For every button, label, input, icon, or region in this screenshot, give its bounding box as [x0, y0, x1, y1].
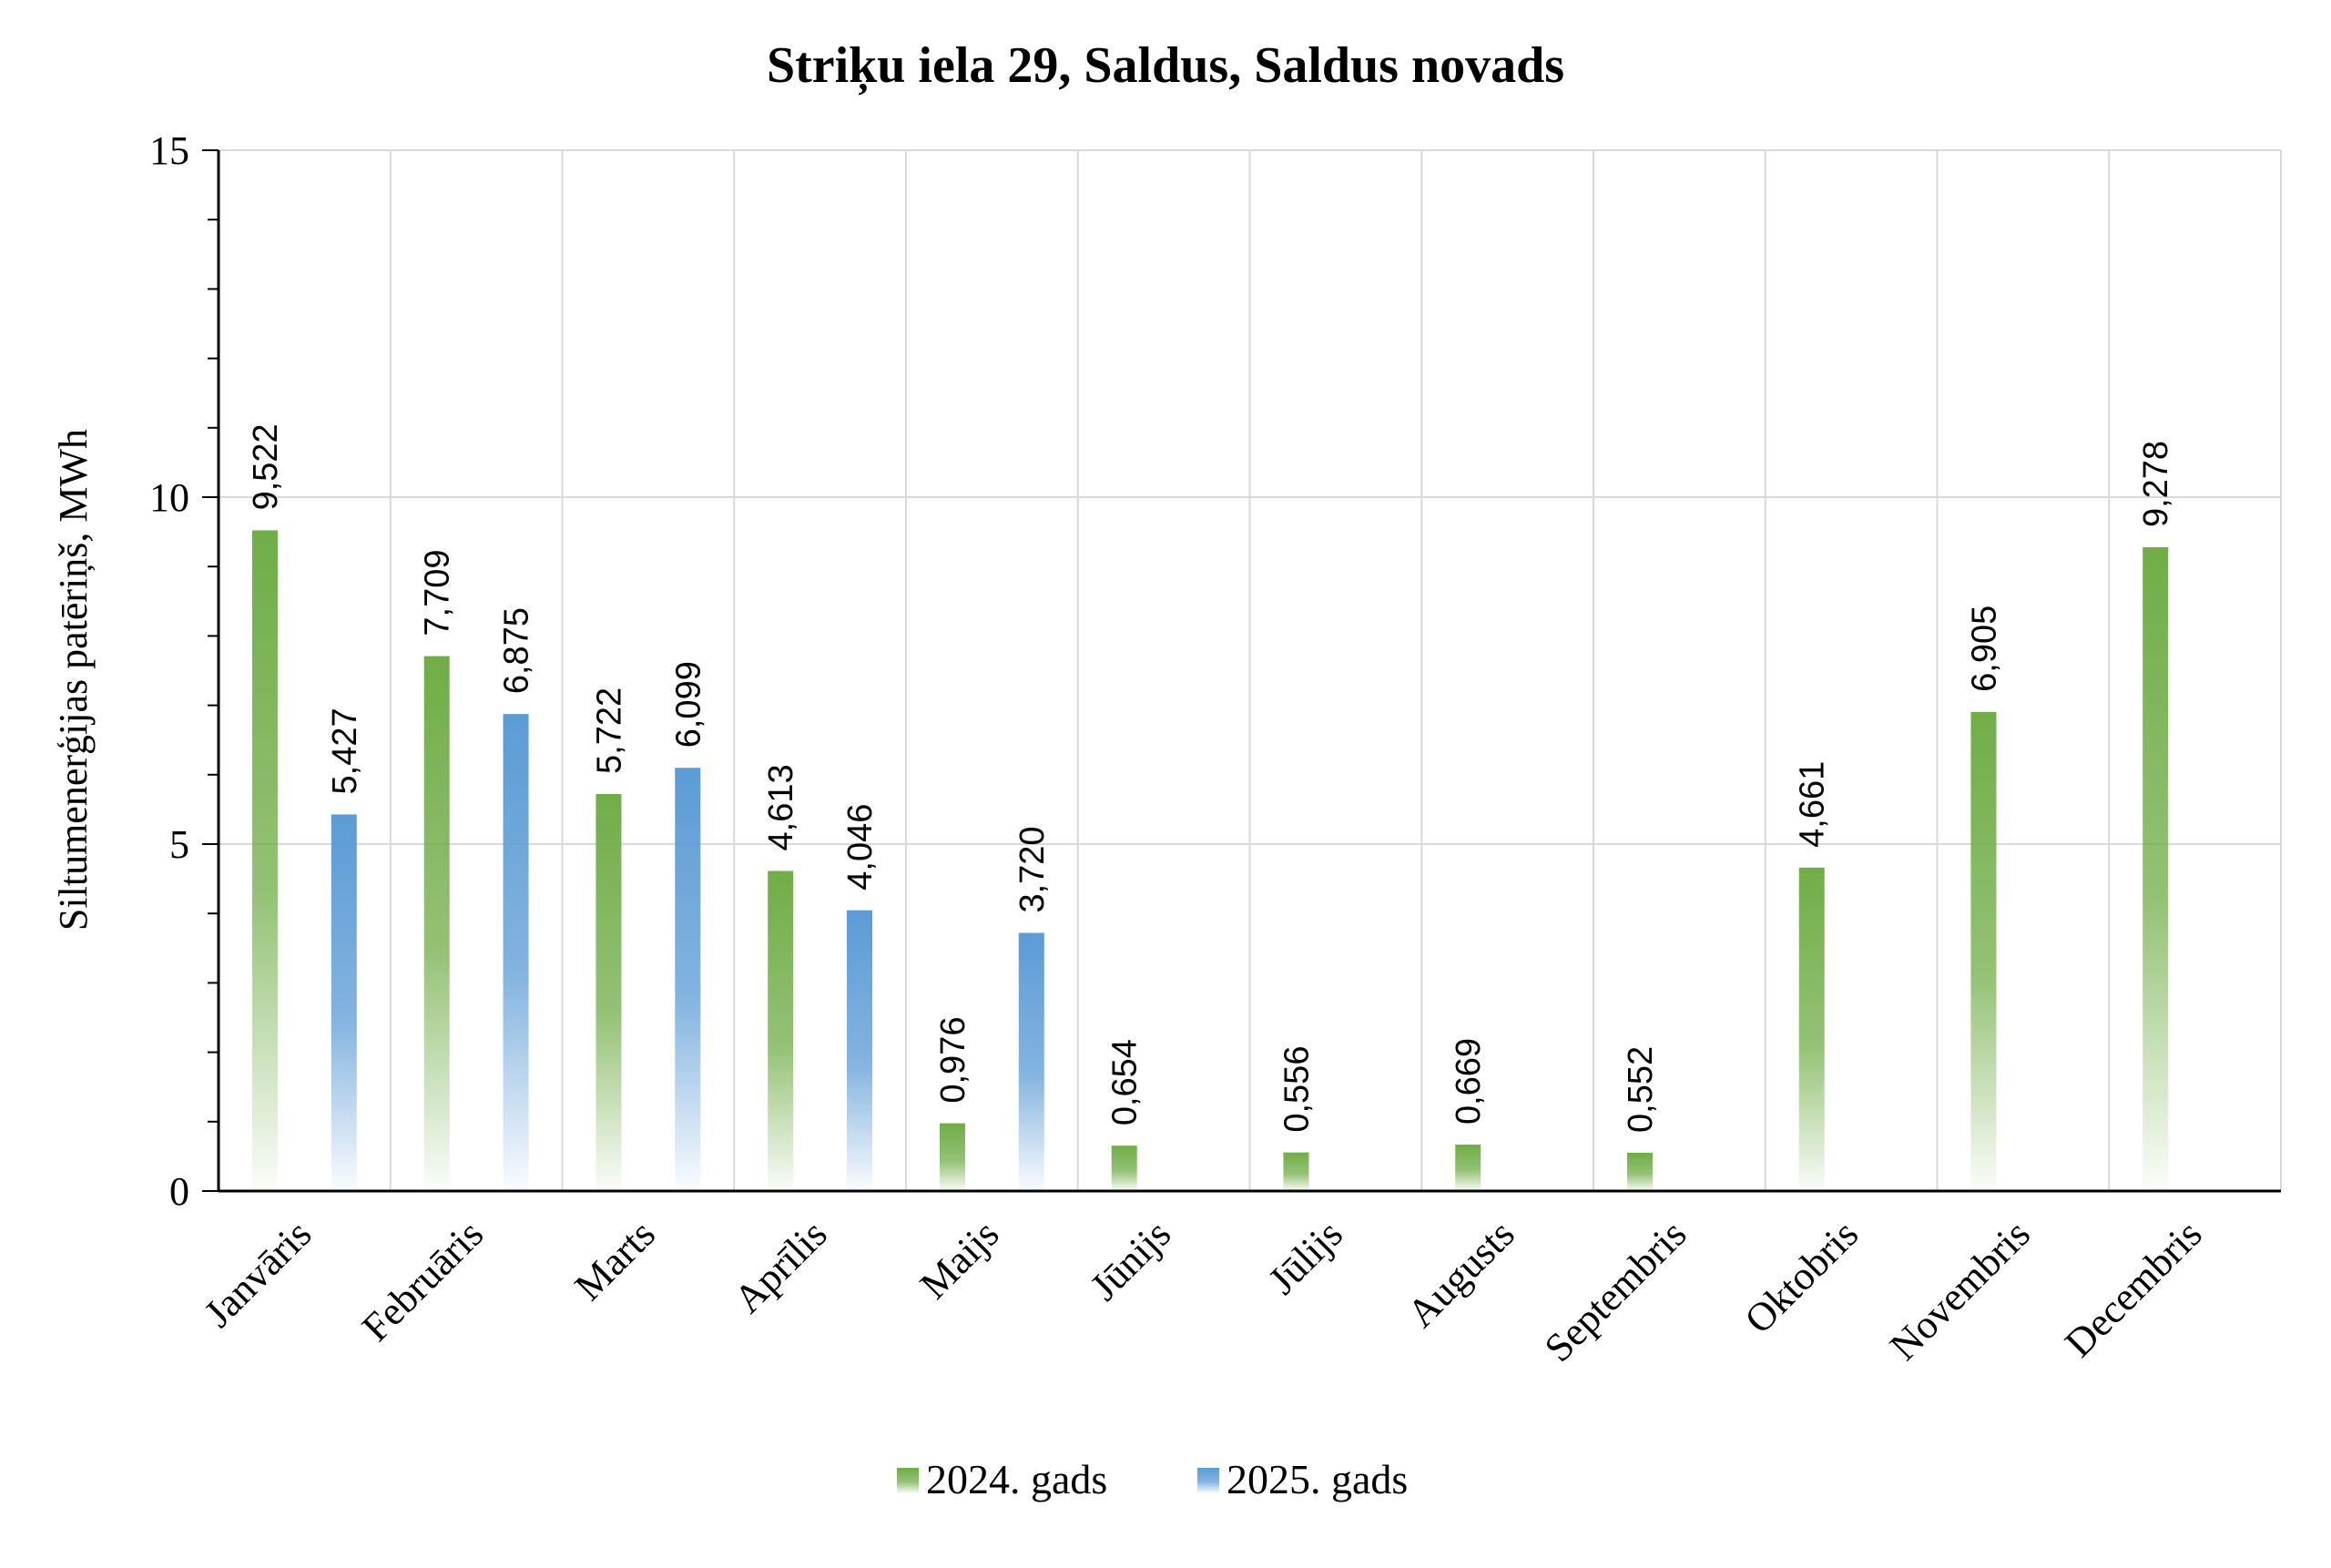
bar-2024: [1283, 1152, 1309, 1191]
legend-swatch-2024: [897, 1468, 919, 1493]
data-label: 9,522: [247, 423, 285, 510]
bar-2025: [675, 768, 701, 1191]
data-labels: 9,522 5,427 7,709 6,875 5,722 6,099 4,613 4,046…: [247, 423, 2175, 1133]
data-label: 0,669: [1450, 1038, 1488, 1125]
x-tick-label: Novembris: [1881, 1211, 2039, 1369]
gridlines: [219, 149, 2282, 1191]
legend-label-2024: 2024. gads: [926, 1456, 1107, 1502]
y-tick-label: 5: [169, 822, 189, 867]
data-label: 9,278: [2137, 441, 2175, 527]
bar-2024: [768, 871, 794, 1191]
bar-2024: [595, 793, 622, 1191]
bar-2024: [939, 1123, 965, 1191]
legend-label-2025: 2025. gads: [1227, 1456, 1408, 1502]
x-tick-label: Marts: [566, 1211, 664, 1308]
bar-2024: [1970, 711, 1997, 1191]
data-label: 7,709: [419, 549, 457, 636]
x-tick-label: Augusts: [1399, 1211, 1523, 1336]
data-label: 5,427: [326, 708, 364, 794]
data-label: 6,905: [1965, 606, 2003, 692]
bar-2025: [1018, 932, 1044, 1191]
axes: 0 5 10 15 Janvāris Februāris Marts Aprīlis Maijs…: [149, 128, 2281, 1370]
data-label: 4,661: [1794, 761, 1832, 848]
data-label: 0,552: [1622, 1046, 1660, 1133]
x-tick-label: Jūnijs: [1082, 1211, 1179, 1308]
x-tick-label: Septembris: [1536, 1211, 1695, 1370]
bars: [251, 530, 2169, 1191]
data-label: 0,654: [1106, 1039, 1145, 1125]
bar-2025: [331, 814, 357, 1191]
bar-2024: [423, 656, 450, 1191]
x-tick-label: Janvāris: [196, 1211, 321, 1336]
y-tick-label: 15: [149, 128, 189, 173]
x-tick-label: Oktobris: [1736, 1211, 1868, 1342]
data-label: 5,722: [590, 687, 628, 774]
x-tick-label: Maijs: [911, 1211, 1008, 1308]
data-label: 3,720: [1013, 826, 1052, 912]
data-label: 4,046: [841, 804, 880, 891]
bar-2024: [1798, 867, 1825, 1191]
bar-2024: [2143, 547, 2169, 1191]
y-tick-label: 0: [169, 1169, 189, 1214]
bar-2025: [847, 910, 873, 1191]
y-tick-label: 10: [149, 475, 189, 520]
bar-2024: [1111, 1145, 1137, 1191]
bar-2024: [1626, 1152, 1653, 1191]
data-label: 6,099: [669, 661, 707, 748]
bar-2025: [503, 714, 529, 1191]
data-label: 6,875: [498, 607, 536, 694]
y-axis-label: Siltumenerģijas patēriņš, MWh: [51, 429, 96, 931]
data-label: 0,976: [934, 1017, 972, 1104]
x-tick-label: Decembris: [2056, 1211, 2210, 1365]
bar-2024: [1455, 1145, 1481, 1191]
chart-title: Striķu iela 29, Saldus, Saldus novads: [767, 37, 1564, 96]
data-label: 4,613: [762, 764, 800, 850]
x-tick-label: Aprīlis: [726, 1211, 836, 1321]
data-label: 0,556: [1277, 1046, 1316, 1133]
legend: 2024. gads 2025. gads: [897, 1456, 1408, 1502]
bar-2024: [251, 530, 278, 1191]
x-tick-label: Jūlijs: [1260, 1211, 1351, 1302]
x-tick-label: Februāris: [353, 1211, 492, 1349]
legend-swatch-2025: [1197, 1468, 1219, 1493]
